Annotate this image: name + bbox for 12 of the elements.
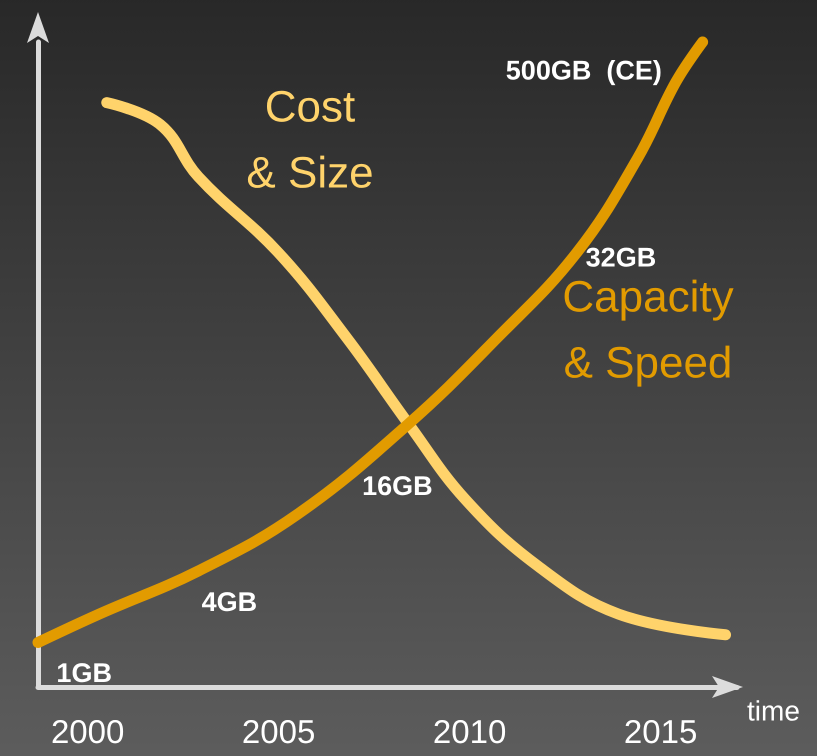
series-label: Capacity & Speed [562,272,734,388]
annotation: 500GB (CE) [506,55,662,86]
x-axis-title: time [747,696,800,726]
x-tick-label: 2015 [624,713,698,750]
annotation: 1GB [56,658,112,688]
series-label: Cost & Size [246,82,374,198]
annotation: 16GB [362,470,433,501]
x-tick-label: 2000 [50,713,124,750]
x-tick-label: 2010 [432,713,506,750]
annotation: 4GB [202,587,258,617]
x-tick-label: 2005 [242,713,316,750]
annotation: 32GB [586,242,656,272]
